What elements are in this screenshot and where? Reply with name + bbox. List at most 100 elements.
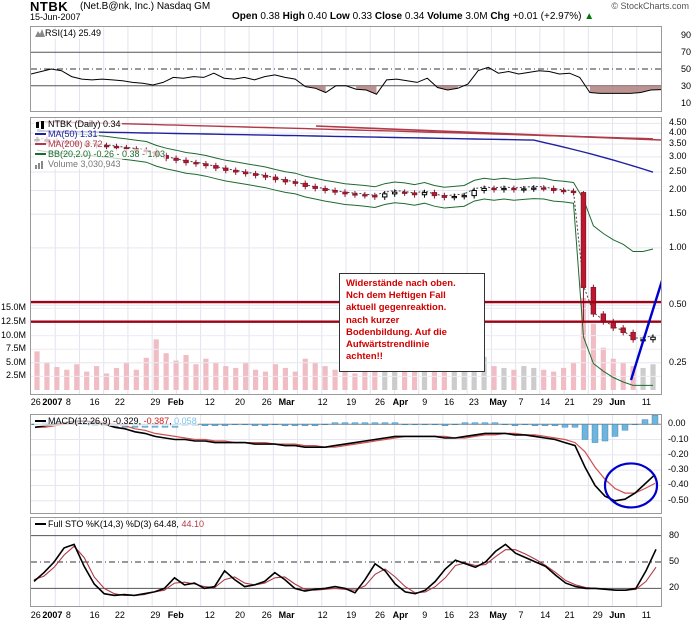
x-axis-tick-label: 12 bbox=[317, 610, 328, 620]
x-axis-tick-label: Jun bbox=[609, 610, 626, 620]
x-axis-tick-label: May bbox=[489, 397, 507, 407]
price-legend: NTBK (Daily) 0.34 MA(50) 1.31 MA(200) 3.72… bbox=[34, 119, 167, 169]
stochastic-axis-tick: 50 bbox=[669, 556, 680, 566]
price-axis-tick: 4.50 bbox=[669, 117, 687, 128]
macd-axis-labels: 0.00 -0.10 -0.20 -0.30 -0.40 -0.50 bbox=[666, 414, 693, 514]
volume-axis-labels: 15.0M 12.5M 10.0M 7.5M 5.0M 2.5M bbox=[0, 117, 28, 395]
macd-value: -0.329 bbox=[113, 416, 139, 426]
x-axis-tick-label: May bbox=[489, 610, 507, 620]
axis-tick-label: 90 bbox=[680, 30, 691, 41]
annotation-line: Bodenbildung. Auf die bbox=[346, 326, 447, 338]
macd-axis-tick: -0.50 bbox=[668, 494, 689, 505]
change-label: Chg bbox=[490, 11, 510, 22]
x-axis-top: 26 2007 8 16 22 29 Feb 12 20 26 Mar 12 19 26 Apr 9 16 23 M… bbox=[30, 397, 662, 411]
volume-value: 3.0M bbox=[465, 11, 488, 22]
macd-legend: MACD(12,26,9) -0.329, -0.387, 0.058 bbox=[34, 416, 198, 426]
x-axis-tick-label: 21 bbox=[564, 397, 575, 407]
ticker-symbol: NTBK bbox=[30, 0, 69, 14]
price-legend-row: MA(50) 1.31 bbox=[34, 129, 166, 139]
macd-histogram-value: 0.058 bbox=[174, 416, 197, 426]
x-axis-tick-label: 16 bbox=[444, 397, 455, 407]
x-axis-tick-label: 12 bbox=[317, 397, 328, 407]
price-legend-row: NTBK (Daily) 0.34 bbox=[34, 119, 166, 129]
price-axis-tick: 2.50 bbox=[669, 166, 687, 176]
quote-summary: Open 0.38 High 0.40 Low 0.33 Close 0.34 … bbox=[232, 11, 594, 22]
price-axis-tick: 0.25 bbox=[669, 356, 687, 367]
stochastic-d-value: 44.10 bbox=[181, 519, 204, 529]
annotation-textbox: Widerstände nach oben. Nch dem Heftigen F… bbox=[339, 273, 485, 372]
ma200-line-swatch bbox=[35, 142, 46, 145]
x-axis-tick-label: 19 bbox=[346, 397, 357, 407]
volume-axis-tick: 2.5M bbox=[5, 370, 26, 381]
high-value: 0.40 bbox=[307, 11, 328, 22]
stochastic-line-swatch bbox=[35, 522, 46, 525]
volume-axis-tick: 15.0M bbox=[0, 302, 26, 313]
quote-date: 15-Jun-2007 bbox=[30, 12, 81, 22]
axis-tick-label: 50 bbox=[680, 64, 691, 74]
stochastic-legend: Full STO %K(14,3) %D(3) 64.48, 44.10 bbox=[34, 519, 205, 529]
x-axis-tick-label: 2007 bbox=[42, 397, 63, 407]
x-axis-tick-label: 29 bbox=[592, 610, 603, 620]
macd-axis-tick: -0.20 bbox=[668, 448, 689, 459]
price-legend-row: MA(200) 3.72 bbox=[34, 139, 166, 149]
macd-signal-value: -0.387 bbox=[143, 416, 170, 426]
volume-axis-tick: 7.5M bbox=[5, 343, 26, 354]
ma50-line-swatch bbox=[35, 132, 46, 135]
price-axis-tick: 2.00 bbox=[669, 184, 687, 195]
annotation-line: Widerstände nach oben. bbox=[346, 278, 456, 289]
macd-legend-name: MACD(12,26,9) bbox=[48, 416, 111, 426]
rsi-panel: RSI(14) 25.49 bbox=[30, 26, 662, 112]
x-axis-tick-label: 9 bbox=[422, 397, 428, 407]
volume-bars-icon bbox=[35, 159, 48, 169]
x-axis-tick-label: 16 bbox=[89, 397, 100, 407]
open-label: Open bbox=[232, 11, 258, 22]
x-axis-tick-label: Apr bbox=[392, 610, 409, 620]
stochastic-axis-tick: 80 bbox=[669, 529, 680, 540]
annotation-line: nach kurzer bbox=[346, 314, 400, 326]
annotation-line: achten!! bbox=[346, 351, 383, 363]
x-axis-tick-label: 16 bbox=[89, 610, 100, 620]
axis-tick-label: 70 bbox=[680, 47, 691, 58]
price-axis-tick: 0.50 bbox=[669, 299, 687, 310]
annotation-line: Nch dem Heftigen Fall bbox=[346, 290, 446, 302]
chart-header: NTBK (Net.B@nk, Inc.) Nasdaq GM © StockC… bbox=[0, 0, 693, 22]
x-axis-tick-label: 8 bbox=[65, 397, 71, 407]
volume-label: Volume bbox=[427, 11, 463, 22]
price-legend-label: Volume 3,030,943 bbox=[48, 159, 121, 169]
x-axis-tick-label: 26 bbox=[261, 610, 272, 620]
stochastic-k-value: 64.48 bbox=[153, 519, 177, 529]
x-axis-tick-label: Jun bbox=[609, 397, 626, 407]
price-axis-tick: 1.50 bbox=[669, 208, 687, 219]
x-axis-tick-label: 20 bbox=[234, 397, 246, 407]
x-axis-tick-label: 9 bbox=[422, 610, 428, 620]
x-axis-tick-label: Mar bbox=[278, 397, 295, 407]
stochastic-panel: Full STO %K(14,3) %D(3) 64.48, 44.10 bbox=[30, 517, 662, 607]
x-axis-tick-label: 26 bbox=[261, 397, 272, 407]
x-axis-bottom: 26 2007 8 16 22 29 Feb 12 20 26 Mar 12 19 26 Apr 9 16 23 M… bbox=[30, 610, 662, 624]
x-axis-tick-label: 23 bbox=[468, 610, 479, 620]
candlestick-icon bbox=[35, 119, 48, 129]
x-axis-tick-label: 2007 bbox=[42, 610, 63, 620]
close-value: 0.34 bbox=[404, 11, 425, 22]
open-value: 0.38 bbox=[260, 11, 280, 22]
x-axis-tick-label: 26 bbox=[30, 610, 41, 620]
rsi-legend-text: RSI(14) 25.49 bbox=[45, 28, 102, 38]
macd-axis-tick: -0.30 bbox=[668, 464, 689, 475]
x-axis-tick-label: 16 bbox=[444, 610, 455, 620]
rsi-mountain-icon bbox=[35, 28, 45, 39]
macd-axis-tick: 0.00 bbox=[668, 418, 686, 429]
x-axis-tick-label: 14 bbox=[540, 397, 551, 407]
x-axis-tick-label: 20 bbox=[234, 610, 246, 620]
price-legend-label: NTBK (Daily) 0.34 bbox=[48, 119, 121, 129]
bb-line-swatch bbox=[35, 152, 46, 155]
low-label: Low bbox=[329, 11, 350, 22]
change-up-arrow-icon: ▲ bbox=[584, 11, 595, 22]
x-axis-tick-label: 29 bbox=[150, 397, 161, 407]
rsi-axis-labels: 90 70 50 30 10 bbox=[666, 26, 693, 112]
annotation-line: Aufwärtstrendlinie bbox=[346, 339, 430, 351]
close-label: Close bbox=[374, 11, 403, 22]
price-axis-tick: 3.00 bbox=[669, 150, 687, 161]
macd-panel: MACD(12,26,9) -0.329, -0.387, 0.058 bbox=[30, 414, 662, 514]
x-axis-tick-label: 22 bbox=[114, 397, 125, 407]
